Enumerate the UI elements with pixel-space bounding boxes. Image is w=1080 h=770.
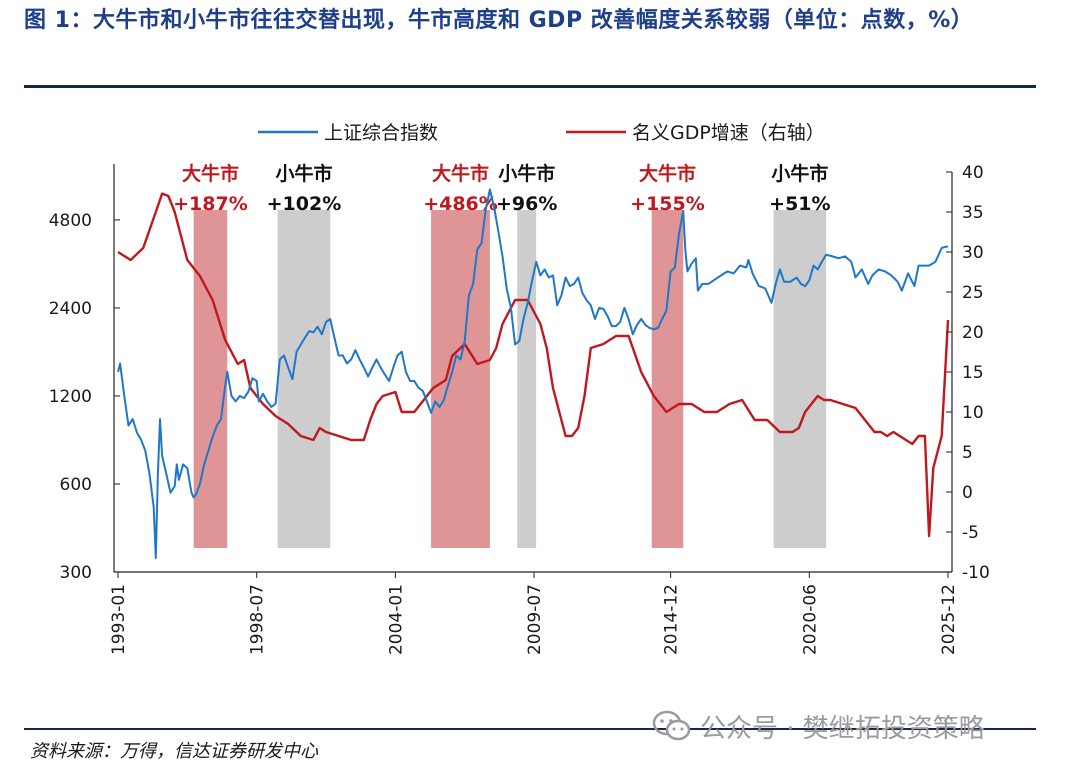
x-axis-tick-label: 2009-07 <box>525 584 545 655</box>
bull-market-band <box>277 210 331 548</box>
right-axis-tick-label: 10 <box>962 403 984 423</box>
right-axis-tick-label: 0 <box>962 483 973 503</box>
right-axis-tick-label: 35 <box>962 203 984 223</box>
band-change-label: +51% <box>769 193 830 215</box>
figure-title: 图 1：大牛市和小牛市往往交替出现，牛市高度和 GDP 改善幅度关系较弱（单位：… <box>24 8 974 33</box>
band-title: 大牛市 <box>182 162 239 185</box>
band-change-label: +187% <box>173 193 248 215</box>
watermark-text: 公众号 · 樊继拓投资策略 <box>700 713 985 744</box>
watermark: 公众号 · 樊继拓投资策略 <box>652 706 985 746</box>
right-axis-tick-label: 20 <box>962 323 984 343</box>
band-change-label: +102% <box>267 193 342 215</box>
legend-label-index: 上证综合指数 <box>324 122 438 144</box>
x-axis-tick-label: 2004-01 <box>386 584 406 655</box>
sse-index-line <box>117 188 949 559</box>
x-axis-tick-label: 2014-12 <box>662 584 682 655</box>
bull-market-band <box>773 210 827 548</box>
band-title: 小牛市 <box>275 162 332 185</box>
right-axis-tick-label: 40 <box>962 163 984 183</box>
legend-label-gdp: 名义GDP增速（右轴） <box>632 122 825 144</box>
bull-market-band <box>193 210 228 548</box>
right-axis-tick-label: -5 <box>962 523 979 543</box>
right-axis-tick-label: 25 <box>962 283 984 303</box>
gdp-growth-line <box>117 192 950 538</box>
source-note: 资料来源：万得，信达证券研发中心 <box>30 741 318 762</box>
x-axis-tick-label: 2020-06 <box>800 584 820 655</box>
left-axis-tick-label: 4800 <box>49 211 92 231</box>
band-title: 小牛市 <box>498 162 555 185</box>
band-change-label: +96% <box>496 193 557 215</box>
footer-divider <box>24 728 1036 730</box>
right-axis-tick-label: -10 <box>962 563 990 583</box>
x-axis-tick-label: 1998-07 <box>248 584 268 655</box>
wechat-icon <box>652 710 691 741</box>
left-axis-tick-label: 600 <box>60 475 92 495</box>
band-change-label: +486% <box>423 193 498 215</box>
x-axis-tick-label: 2025-12 <box>939 584 959 655</box>
chart-svg: 大牛市+187%小牛市+102%大牛市+486%小牛市+96%大牛市+155%小… <box>49 122 990 655</box>
right-axis-tick-label: 5 <box>962 443 973 463</box>
title-divider <box>24 85 1036 88</box>
bull-market-band <box>651 210 684 548</box>
band-title: 大牛市 <box>432 162 489 185</box>
bull-market-band <box>517 210 537 548</box>
right-axis-tick-label: 15 <box>962 363 984 383</box>
left-axis-tick-label: 300 <box>60 563 92 583</box>
x-axis-tick-label: 1993-01 <box>109 584 129 655</box>
band-title: 大牛市 <box>639 162 696 185</box>
bull-market-band <box>431 210 490 548</box>
right-axis-tick-label: 30 <box>962 243 984 263</box>
band-title: 小牛市 <box>771 162 828 185</box>
left-axis-tick-label: 1200 <box>49 387 92 407</box>
left-axis-tick-label: 2400 <box>49 299 92 319</box>
band-change-label: +155% <box>630 193 705 215</box>
